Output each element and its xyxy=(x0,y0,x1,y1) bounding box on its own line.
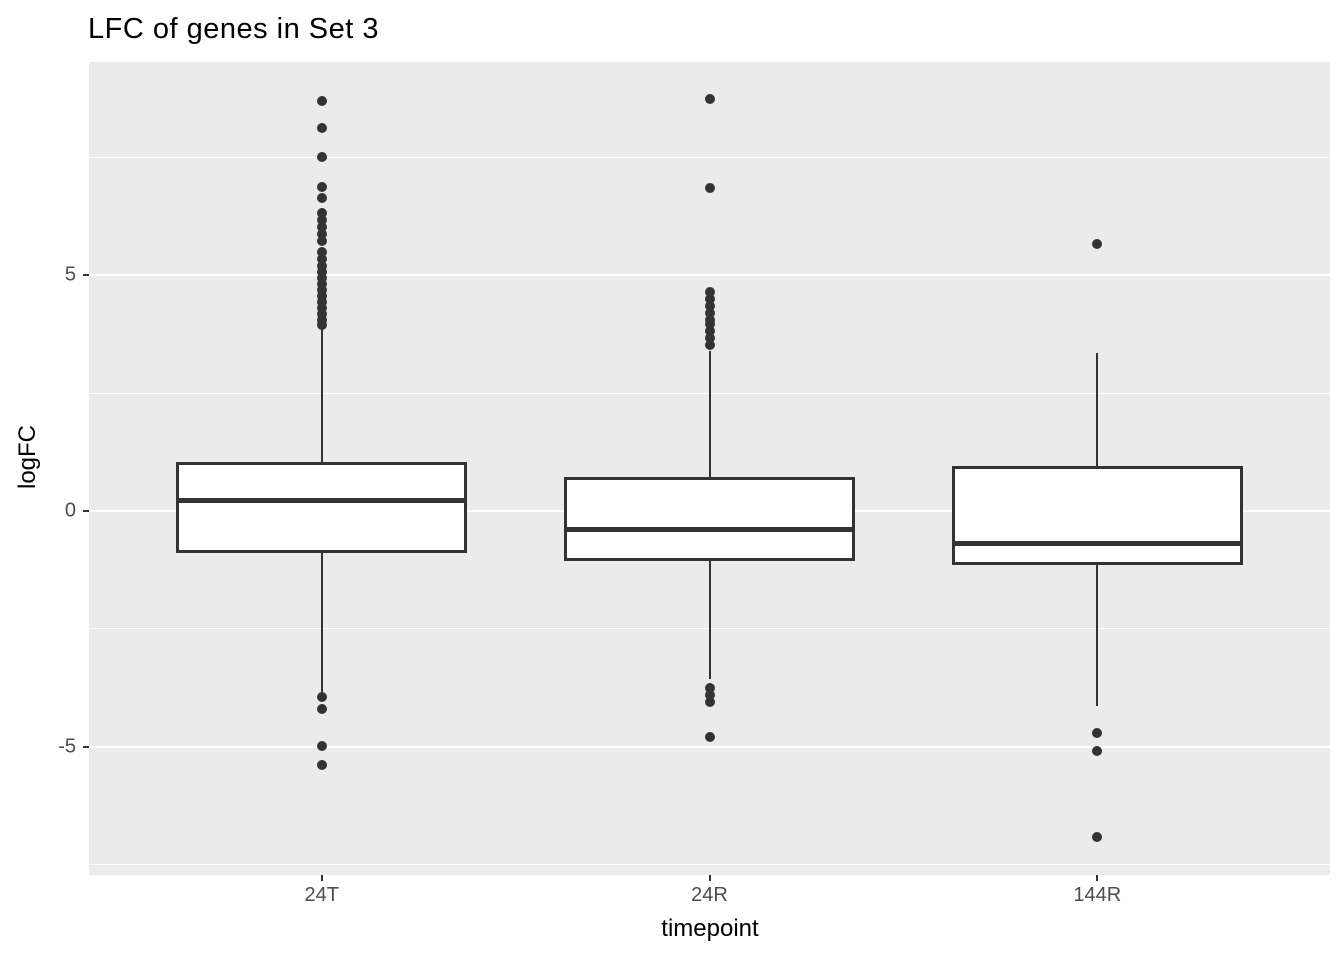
outlier-point xyxy=(1092,745,1103,756)
outlier-point xyxy=(316,320,327,331)
x-tick-label: 24R xyxy=(691,884,728,906)
outlier-point xyxy=(316,297,327,308)
box-iqr xyxy=(564,476,855,561)
outlier-point xyxy=(316,152,327,163)
x-tick-label: 24T xyxy=(304,884,339,906)
outlier-point xyxy=(316,704,327,714)
outlier-point xyxy=(704,689,715,700)
outlier-point xyxy=(316,261,327,272)
median-line xyxy=(951,541,1243,547)
outlier-point xyxy=(1092,238,1103,249)
outlier-point xyxy=(704,332,715,343)
y-tick-label: -5 xyxy=(58,735,76,758)
outlier-point xyxy=(316,692,327,703)
outlier-point xyxy=(316,207,327,218)
outlier-point xyxy=(316,247,327,258)
outlier-point xyxy=(704,682,715,693)
boxplot-24R xyxy=(89,62,1330,875)
outlier-point xyxy=(316,96,327,107)
y-tick-mark xyxy=(83,509,89,512)
outlier-point xyxy=(704,339,715,350)
outlier-point xyxy=(316,285,327,296)
outlier-point xyxy=(704,696,715,707)
median-line xyxy=(564,526,855,532)
outlier-point xyxy=(704,731,715,742)
boxplot-144R xyxy=(89,62,1330,875)
outlier-point xyxy=(316,214,327,225)
chart-title: LFC of genes in Set 3 xyxy=(88,13,379,45)
outlier-point xyxy=(704,293,715,304)
outlier-point xyxy=(316,309,327,320)
outlier-point xyxy=(316,254,327,265)
outlier-point xyxy=(316,193,327,204)
outlier-point xyxy=(316,229,327,240)
outlier-point xyxy=(1092,727,1103,738)
outlier-point xyxy=(704,182,715,193)
outlier-point xyxy=(316,290,327,301)
box-iqr xyxy=(951,466,1243,566)
outlier-point xyxy=(316,759,327,770)
outlier-point xyxy=(316,267,327,278)
x-tick-label: 144R xyxy=(1073,884,1122,906)
outlier-point xyxy=(316,279,327,290)
y-tick-label: 5 xyxy=(64,263,76,286)
outlier-point xyxy=(316,123,327,134)
outlier-point xyxy=(704,94,715,105)
outlier-point xyxy=(316,272,327,283)
outlier-point xyxy=(704,325,715,336)
outlier-point xyxy=(316,182,327,193)
plot-panel xyxy=(89,62,1330,875)
outlier-point xyxy=(704,307,715,318)
x-tick-mark xyxy=(320,875,323,881)
major-gridline xyxy=(89,745,1330,748)
outlier-point xyxy=(316,314,327,325)
x-tick-mark xyxy=(1096,875,1099,881)
x-axis-title: timepoint xyxy=(661,915,759,942)
median-line xyxy=(176,497,468,503)
outlier-point xyxy=(316,303,327,314)
y-axis-title: logFC xyxy=(14,424,41,490)
x-tick-mark xyxy=(708,875,711,881)
major-gridline xyxy=(89,274,1330,277)
outlier-point xyxy=(316,222,327,233)
y-tick-mark xyxy=(83,745,89,748)
outlier-point xyxy=(1092,831,1103,842)
y-tick-label: 0 xyxy=(64,499,76,522)
outlier-point xyxy=(316,741,327,752)
boxplot-24T xyxy=(89,62,1330,875)
outlier-point xyxy=(704,300,715,311)
y-tick-mark xyxy=(83,274,89,277)
outlier-point xyxy=(704,318,715,329)
minor-gridline xyxy=(89,156,1330,158)
box-iqr xyxy=(176,461,468,554)
outlier-point xyxy=(704,286,715,297)
outlier-point xyxy=(316,235,327,246)
minor-gridline xyxy=(89,864,1330,866)
